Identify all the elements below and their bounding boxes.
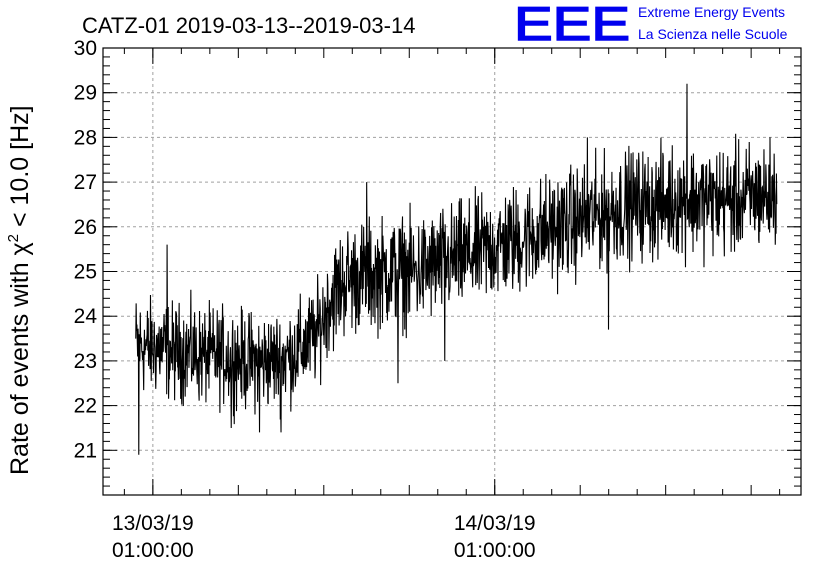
y-axis-label-tail: < 10.0 [Hz] xyxy=(6,105,34,234)
eee-logo-mark: EEE xyxy=(514,0,630,50)
x-tick-label-date: 13/03/19 xyxy=(112,512,194,535)
y-axis-label-main: Rate of events with xyxy=(6,255,34,475)
y-axis-label-chi: χ xyxy=(6,242,34,255)
x-tick-label-time: 01:00:00 xyxy=(454,539,536,562)
chart-title: CATZ-01 2019-03-13--2019-03-14 xyxy=(82,13,415,38)
y-tick-label: 21 xyxy=(74,439,97,462)
x-tick-label-time: 01:00:00 xyxy=(112,539,194,562)
y-axis-label: Rate of events with χ2 < 10.0 [Hz] xyxy=(5,105,34,475)
series-layer xyxy=(135,83,778,455)
eee-logo: EEE Extreme Energy Events La Scienza nel… xyxy=(513,0,788,51)
y-tick-label: 26 xyxy=(74,216,97,239)
axis-ticks xyxy=(103,47,801,496)
y-tick-label: 27 xyxy=(74,171,97,194)
y-axis-label-sup: 2 xyxy=(5,234,22,242)
eee-logo-line2: La Scienza nelle Scuole xyxy=(638,26,788,42)
y-tick-label: 25 xyxy=(74,261,97,284)
y-tick-label: 29 xyxy=(74,82,97,105)
y-tick-label: 28 xyxy=(74,126,97,149)
tick-labels: 21 22 23 24 25 26 27 28 29 30 13/03/19 01:00:00 14/0… xyxy=(74,37,536,562)
y-tick-label: 24 xyxy=(74,305,98,328)
x-tick-label-date: 14/03/19 xyxy=(454,512,536,535)
eee-logo-line1: Extreme Energy Events xyxy=(638,4,785,20)
y-tick-label: 23 xyxy=(74,350,97,373)
series-line-rate xyxy=(135,83,778,455)
y-tick-label: 22 xyxy=(74,395,97,418)
y-tick-label: 30 xyxy=(74,37,97,60)
